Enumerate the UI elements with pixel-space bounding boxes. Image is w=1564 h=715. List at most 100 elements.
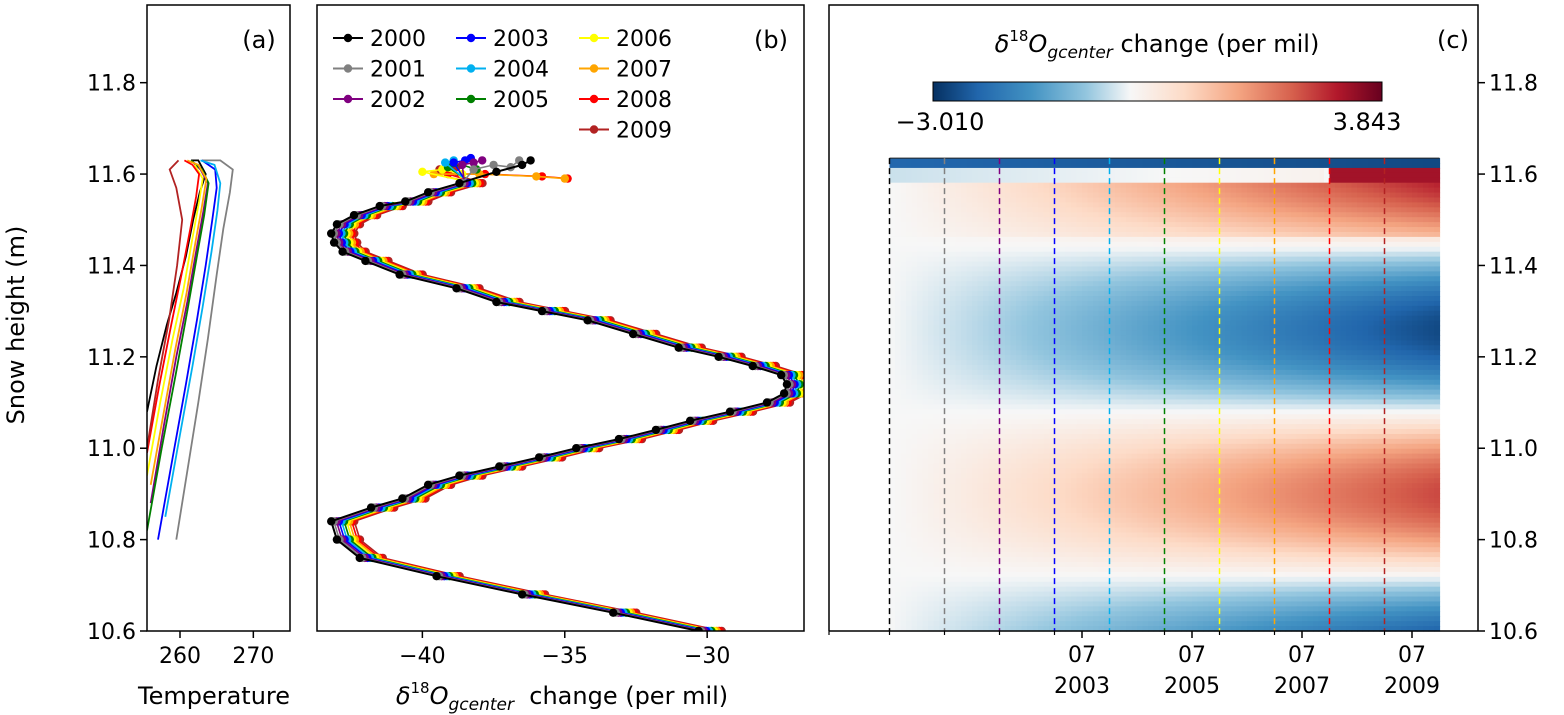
heatmap-cell: [1060, 320, 1067, 327]
series-line-2006: [147, 164, 204, 476]
heatmap-cell: [1131, 315, 1138, 322]
heatmap-cell: [933, 192, 940, 199]
heatmap-cell: [1087, 502, 1094, 509]
heatmap-cell: [999, 394, 1006, 401]
heatmap-cell: [1054, 350, 1061, 356]
heatmap-cell: [1065, 473, 1072, 479]
heatmap-cell: [955, 414, 962, 420]
heatmap-cell: [1076, 296, 1083, 302]
heatmap-cell: [1109, 212, 1116, 218]
heatmap-cell: [1076, 158, 1083, 164]
heatmap-cell: [939, 394, 946, 401]
heatmap-cell: [1016, 443, 1023, 450]
heatmap-cell: [972, 335, 979, 341]
heatmap-cell: [983, 251, 990, 258]
heatmap-cell: [1032, 552, 1039, 558]
heatmap-cell: [1027, 488, 1034, 494]
heatmap-cell: [1131, 552, 1138, 558]
heatmap-cell: [983, 158, 990, 164]
heatmap-cell: [1049, 256, 1056, 263]
heatmap-cell: [1142, 241, 1149, 248]
heatmap-cell: [1032, 256, 1039, 263]
heatmap-cell: [1021, 300, 1028, 307]
heatmap-cell: [1071, 389, 1078, 396]
heatmap-cell: [944, 616, 951, 622]
heatmap-cell: [994, 414, 1001, 420]
heatmap-cell: [977, 463, 984, 470]
heatmap-cell: [1060, 394, 1067, 401]
heatmap-cell: [950, 547, 957, 553]
heatmap-cell: [983, 212, 990, 218]
heatmap-cell: [1032, 271, 1039, 277]
heatmap-cell: [895, 433, 902, 440]
heatmap-cell: [1131, 566, 1138, 573]
heatmap-cell: [900, 443, 907, 450]
heatmap-cell: [966, 364, 973, 371]
heatmap-cell: [977, 251, 984, 258]
heatmap-cell: [1104, 350, 1111, 356]
heatmap-cell: [1093, 586, 1100, 593]
heatmap-cell: [911, 364, 918, 371]
heatmap-cell: [955, 512, 962, 519]
heatmap-cell: [950, 158, 957, 164]
heatmap-cell: [1071, 458, 1078, 465]
heatmap-cell: [911, 424, 918, 430]
heatmap-cell: [950, 601, 957, 607]
heatmap-cell: [1137, 291, 1144, 297]
heatmap-cell: [1038, 202, 1045, 208]
heatmap-cell: [939, 212, 946, 218]
heatmap-cell: [889, 473, 896, 479]
heatmap-cell: [994, 355, 1001, 361]
heatmap-cell: [889, 350, 896, 356]
heatmap-cell: [911, 414, 918, 420]
heatmap-cell: [1098, 271, 1105, 277]
heatmap-cell: [966, 246, 973, 253]
heatmap-cell: [922, 522, 929, 529]
heatmap-cell: [1021, 369, 1028, 376]
heatmap-cell: [1137, 621, 1144, 627]
heatmap-cell: [944, 261, 951, 268]
heatmap-cell: [1142, 182, 1149, 189]
heatmap-cell: [889, 167, 896, 174]
heatmap-cell: [1093, 163, 1100, 169]
heatmap-cell: [1104, 286, 1111, 292]
heatmap-cell: [1065, 158, 1072, 164]
heatmap-cell: [911, 478, 918, 484]
heatmap-cell: [983, 429, 990, 435]
heatmap-cell: [1098, 478, 1105, 484]
xtick-label: −40: [399, 644, 445, 669]
heatmap-cell: [939, 177, 946, 184]
heatmap-cell: [1076, 355, 1083, 361]
heatmap-cell: [972, 236, 979, 243]
heatmap-cell: [939, 207, 946, 213]
heatmap-cell: [933, 296, 940, 302]
heatmap-cell: [1126, 251, 1133, 258]
heatmap-cell: [1065, 286, 1072, 292]
heatmap-cell: [922, 177, 929, 184]
heatmap-cell: [1137, 399, 1144, 405]
heatmap-cell: [889, 384, 896, 391]
heatmap-cell: [972, 512, 979, 519]
heatmap-cell: [906, 192, 913, 199]
heatmap-cell: [906, 167, 913, 174]
heatmap-cell: [1054, 163, 1061, 169]
heatmap-cell: [928, 207, 935, 213]
heatmap-cell: [983, 296, 990, 302]
heatmap-cell: [1038, 527, 1045, 534]
heatmap-cell: [928, 330, 935, 337]
heatmap-cell: [1065, 394, 1072, 401]
heatmap-cell: [895, 335, 902, 341]
heatmap-cell: [1137, 360, 1144, 366]
heatmap-cell: [1131, 222, 1138, 228]
heatmap-cell: [977, 581, 984, 588]
heatmap-cell: [950, 330, 957, 337]
heatmap-cell: [1005, 611, 1012, 617]
heatmap-cell: [966, 315, 973, 322]
heatmap-cell: [1093, 621, 1100, 627]
heatmap-cell: [922, 552, 929, 558]
heatmap-cell: [1082, 542, 1089, 548]
heatmap-cell: [961, 296, 968, 302]
heatmap-cell: [994, 300, 1001, 307]
heatmap-cell: [1054, 251, 1061, 258]
heatmap-cell: [955, 374, 962, 381]
